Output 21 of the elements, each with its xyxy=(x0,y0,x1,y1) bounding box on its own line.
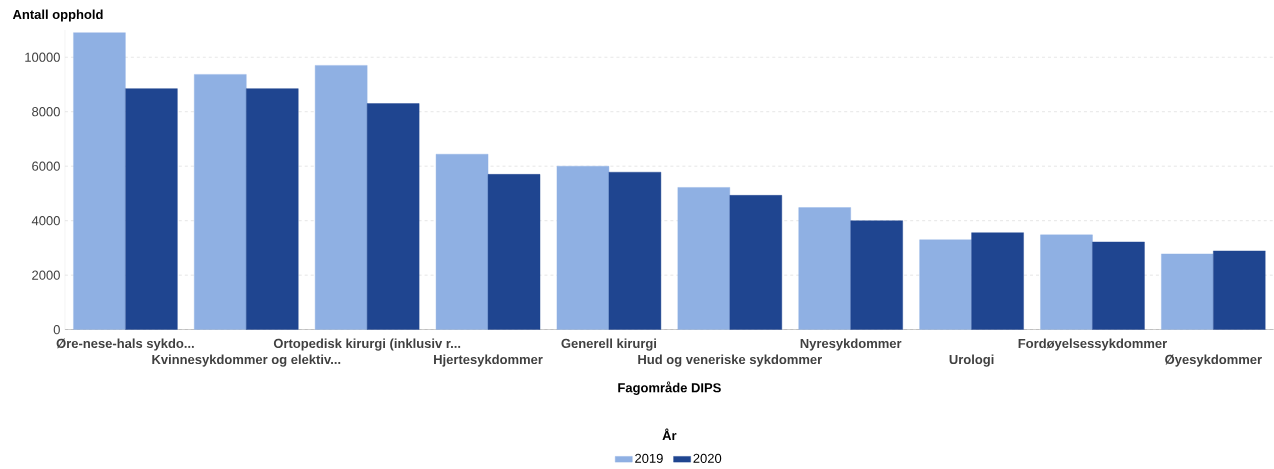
y-tick-label: 0 xyxy=(53,325,60,335)
x-tick-label: Fordøyelsessykdommer xyxy=(1018,338,1167,351)
x-tick-label: Kvinnesykdommer og elektiv... xyxy=(152,354,341,367)
y-tick-label: 6000 xyxy=(32,161,60,171)
x-tick-label: Generell kirurgi xyxy=(561,338,657,351)
y-tick-label: 2000 xyxy=(32,270,60,280)
x-tick-label: Hud og veneriske sykdommer xyxy=(638,354,822,367)
x-tick-label: Øyesykdommer xyxy=(1165,354,1262,367)
legend-title: År xyxy=(662,428,677,441)
y-axis-title: Antall opphold xyxy=(12,9,103,22)
x-axis-title: Fagområde DIPS xyxy=(618,381,721,396)
y-tick-label: 8000 xyxy=(32,107,60,117)
x-tick-label: Hjertesykdommer xyxy=(434,354,543,367)
x-tick-label: Øre-nese-hals sykdo... xyxy=(56,338,194,351)
legend-label: 2019 xyxy=(635,453,663,464)
y-tick-label: 10000 xyxy=(25,52,60,62)
y-tick-label: 4000 xyxy=(31,216,60,226)
x-tick-label: Ortopedisk kirurgi (inklusiv r... xyxy=(273,338,461,351)
legend-label: 2020 xyxy=(693,453,722,464)
x-tick-label: Nyresykdommer xyxy=(800,338,902,351)
x-tick-label: Urologi xyxy=(949,354,994,367)
